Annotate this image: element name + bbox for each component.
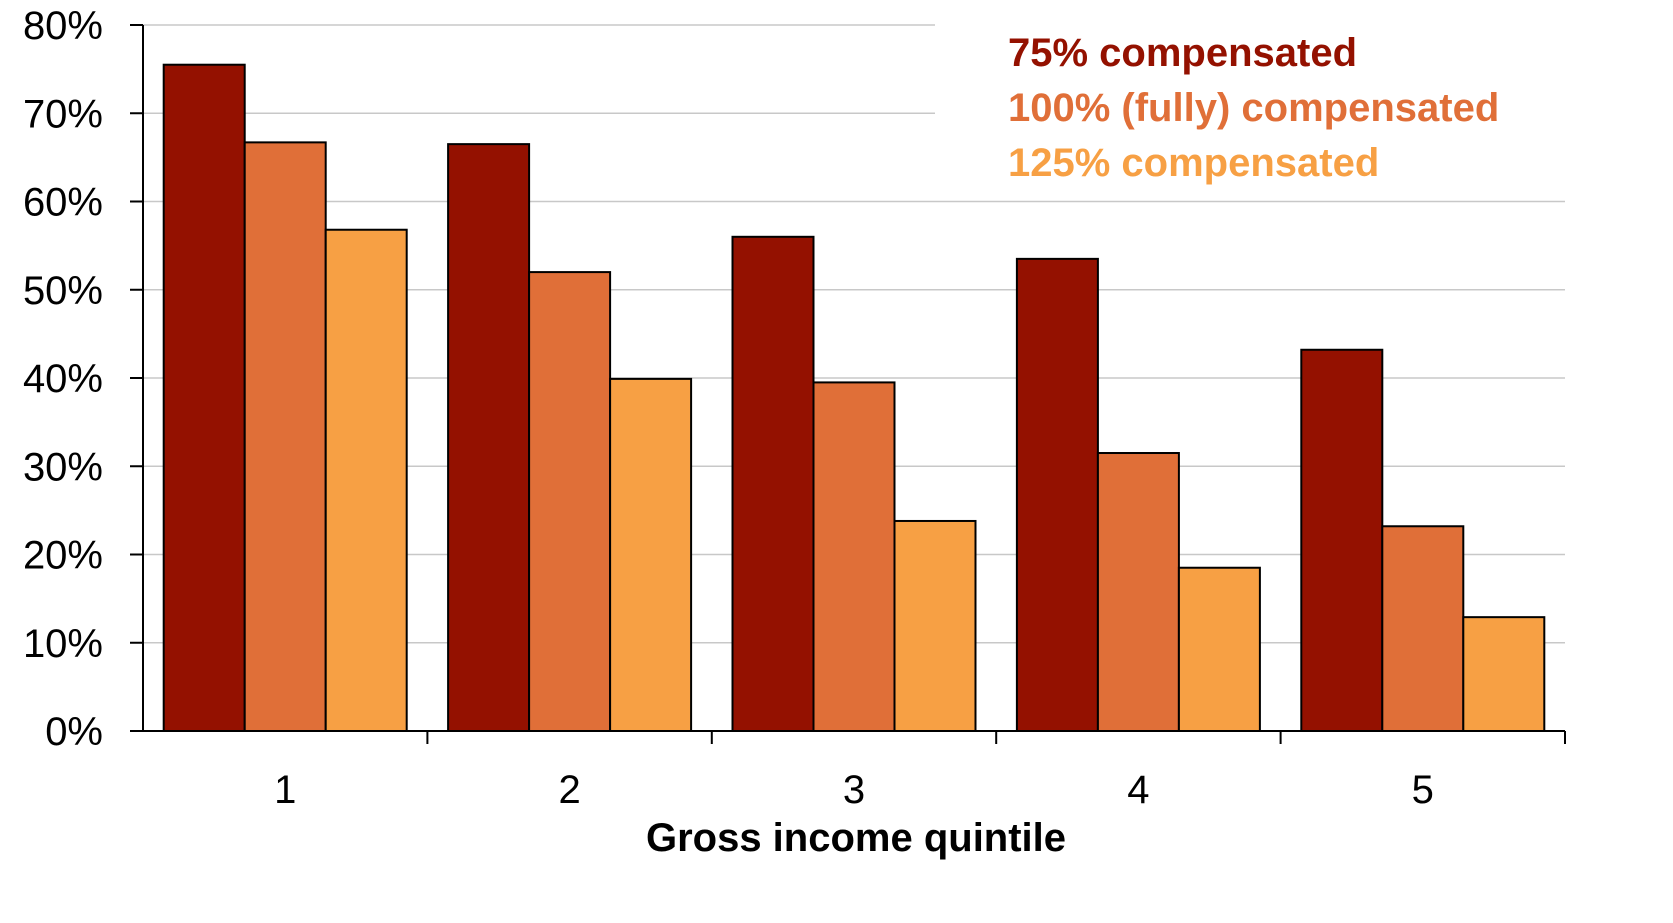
x-tick-label: 4 (1127, 768, 1149, 812)
axes (130, 24, 1566, 744)
bar-q5-series-2 (1381, 525, 1465, 733)
legend-entry-3: 125% compensated (1008, 141, 1379, 185)
bar-q4-series-3 (1177, 566, 1261, 732)
bar-q3-series-3 (893, 519, 977, 733)
y-tick-label: 60% (23, 181, 103, 225)
y-tick-label: 30% (23, 445, 103, 489)
x-tick-label: 5 (1412, 768, 1434, 812)
x-tick-label: 2 (558, 768, 580, 812)
bar-q4-series-1 (1015, 257, 1099, 732)
bar-q1-series-1 (162, 63, 246, 732)
y-tick-label: 20% (23, 534, 103, 578)
y-tick-label: 0% (45, 710, 103, 754)
bar-q5-series-1 (1300, 348, 1384, 732)
legend-entry-2: 100% (fully) compensated (1008, 86, 1499, 130)
y-tick-label: 10% (23, 622, 103, 666)
bar-q3-series-2 (812, 381, 896, 732)
bar-q4-series-2 (1096, 452, 1180, 732)
bar-q1-series-3 (324, 228, 408, 733)
bar-q5-series-3 (1462, 616, 1546, 732)
x-tick-label: 3 (843, 768, 865, 812)
bar-q1-series-2 (243, 141, 327, 732)
x-tick-label: 1 (274, 768, 296, 812)
bar-q2-series-3 (609, 377, 693, 732)
y-tick-label: 50% (23, 269, 103, 313)
x-tick-labels: 1 2 3 4 5 (274, 768, 1434, 812)
y-tick-labels: 0% 10% 20% 30% 40% 50% 60% 70% 80% (23, 4, 103, 754)
bar-q2-series-2 (528, 271, 612, 732)
legend: 75% compensated 100% (fully) compensated 1… (1008, 31, 1499, 185)
bar-q2-series-1 (447, 143, 531, 732)
x-axis-label: Gross income quintile (646, 816, 1066, 860)
y-tick-label: 40% (23, 357, 103, 401)
bars (162, 63, 1546, 733)
y-tick-label: 80% (23, 4, 103, 48)
bar-q3-series-1 (731, 235, 815, 733)
legend-entry-1: 75% compensated (1008, 31, 1357, 75)
y-tick-label: 70% (23, 92, 103, 136)
